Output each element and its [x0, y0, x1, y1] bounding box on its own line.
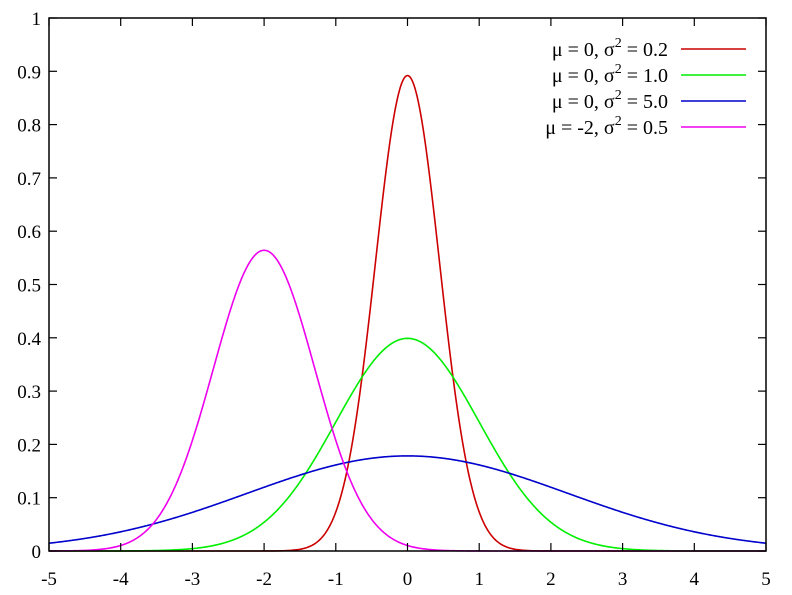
legend-label-superscript: 2 [615, 36, 622, 51]
y-tick-label: 0.6 [17, 222, 41, 243]
x-tick-label: 1 [474, 569, 484, 590]
y-tick-label: 1 [32, 9, 42, 30]
legend-label: μ = 0, σ2 = 5.0 [552, 88, 668, 113]
legend-label-superscript: 2 [615, 114, 622, 129]
x-tick-label: -2 [256, 569, 272, 590]
y-tick-label: 0.7 [17, 169, 41, 190]
x-tick-label: 5 [761, 569, 771, 590]
legend-label-main: μ = 0, σ [552, 91, 615, 113]
y-tick-label: 0.8 [17, 116, 41, 137]
series-line-1 [49, 74, 766, 552]
y-tick-label: 0 [32, 542, 42, 563]
x-tick-label: -3 [184, 569, 200, 590]
legend-label: μ = 0, σ2 = 1.0 [552, 62, 668, 87]
series-line-4 [49, 249, 766, 552]
x-tick-label: 4 [690, 569, 700, 590]
legend-label-main: μ = -2, σ [545, 117, 615, 139]
legend-label-value: = 1.0 [622, 65, 668, 87]
y-tick-label: 0.9 [17, 62, 41, 83]
x-axis-tick-labels: -5 -4 -3 -2 -1 0 1 2 3 4 5 [41, 569, 771, 590]
legend-label-main: μ = 0, σ [552, 39, 615, 61]
legend-label: μ = -2, σ2 = 0.5 [545, 114, 668, 139]
x-tick-label: 0 [403, 569, 413, 590]
legend-label-value: = 0.5 [622, 117, 668, 139]
legend-label-value: = 5.0 [622, 91, 668, 113]
legend: μ = 0, σ2 = 0.2μ = 0, σ2 = 1.0μ = 0, σ2 … [545, 36, 746, 139]
y-tick-label: 0.5 [17, 276, 41, 297]
x-tick-label: 3 [618, 569, 628, 590]
legend-label-value: = 0.2 [622, 39, 668, 61]
y-tick-label: 0.4 [17, 329, 41, 350]
series-line-3 [48, 455, 767, 544]
x-tick-label: -5 [41, 569, 57, 590]
y-tick-label: 0.3 [17, 382, 41, 403]
legend-label: μ = 0, σ2 = 0.2 [552, 36, 668, 61]
series-line-2 [49, 337, 766, 552]
legend-label-superscript: 2 [615, 62, 622, 77]
x-tick-label: -4 [113, 569, 129, 590]
y-tick-label: 0.1 [17, 489, 41, 510]
y-axis-tick-labels: 0 0.1 0.2 0.3 0.4 0.5 0.6 0.7 0.8 0.9 1 [17, 9, 41, 563]
plot-frame [48, 17, 767, 552]
legend-label-superscript: 2 [615, 88, 622, 103]
curves-layer [48, 74, 767, 552]
y-tick-label: 0.2 [17, 435, 41, 456]
x-tick-label: 2 [546, 569, 556, 590]
x-tick-label: -1 [328, 569, 344, 590]
legend-label-main: μ = 0, σ [552, 65, 615, 87]
